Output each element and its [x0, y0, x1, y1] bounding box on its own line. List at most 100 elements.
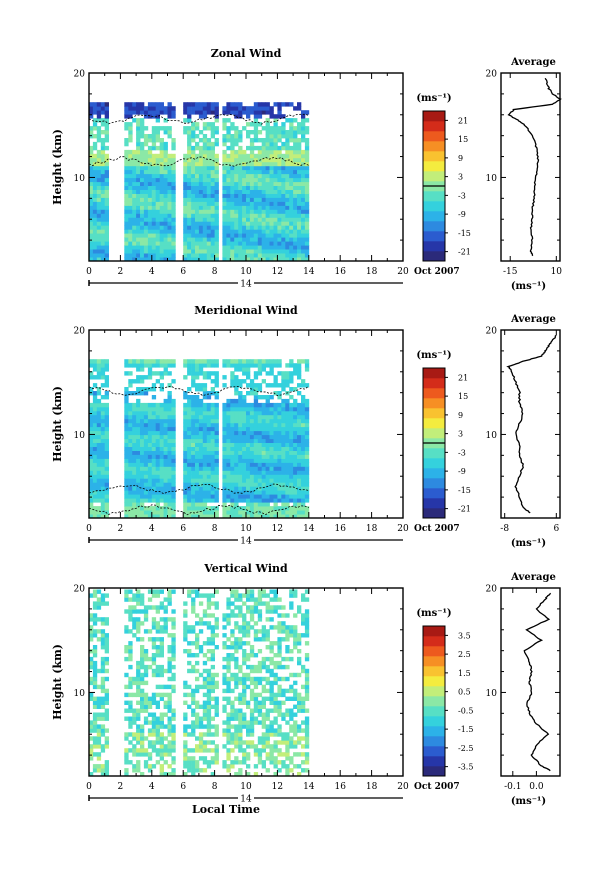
heatmap-cell	[187, 237, 192, 242]
heatmap-cell	[214, 249, 219, 254]
heatmap-cell	[92, 233, 98, 238]
heatmap-cell	[143, 656, 149, 662]
heatmap-cell	[257, 506, 263, 511]
heatmap-cell	[147, 470, 153, 475]
heatmap-cell	[202, 173, 208, 179]
heatmap-cell	[104, 466, 109, 471]
heatmap-cell	[151, 617, 157, 622]
heatmap-cell	[214, 379, 219, 384]
heatmap-cell	[246, 720, 251, 725]
heatmap-cell	[132, 249, 137, 254]
heatmap-cell	[226, 173, 231, 179]
heatmap-cell	[136, 760, 141, 765]
heatmap-cell	[124, 498, 129, 503]
heatmap-cell	[293, 510, 298, 515]
heatmap-cell	[151, 130, 157, 135]
heatmap-cell	[281, 375, 286, 380]
heatmap-cell	[136, 367, 141, 372]
heatmap-cell	[124, 189, 129, 194]
heatmap-cell	[132, 253, 137, 258]
heatmap-cell	[187, 442, 192, 447]
heatmap-cell	[273, 402, 278, 408]
heatmap-cell	[89, 664, 94, 670]
heatmap-cell	[155, 371, 160, 376]
heatmap-cell	[96, 422, 102, 428]
heatmap-cell	[214, 205, 219, 210]
heatmap-cell	[257, 217, 263, 222]
heatmap-cell	[297, 371, 302, 376]
heatmap-cell	[206, 462, 212, 467]
heatmap-cell	[89, 430, 94, 436]
heatmap-cell	[159, 217, 164, 222]
heatmap-cell	[238, 498, 243, 503]
heatmap-cell	[226, 740, 231, 745]
colorbar-tick-label: -15	[458, 229, 471, 238]
heatmap-cell	[277, 221, 282, 226]
heatmap-cell	[159, 402, 164, 408]
heatmap-cell	[285, 193, 290, 198]
heatmap-cell	[273, 732, 278, 737]
heatmap-cell	[265, 724, 270, 729]
heatmap-cell	[273, 720, 278, 725]
heatmap-cell	[206, 680, 212, 686]
heatmap-cell	[226, 748, 231, 753]
heatmap-cell	[210, 613, 215, 618]
heatmap-cell	[277, 462, 282, 467]
heatmap-cell	[128, 684, 133, 690]
heatmap-cell	[246, 181, 251, 186]
heatmap-cell	[202, 684, 208, 690]
heatmap-cell	[140, 106, 145, 111]
heatmap-cell	[136, 106, 141, 111]
heatmap-cell	[206, 446, 212, 451]
heatmap-cell	[147, 752, 153, 757]
heatmap-cell	[171, 205, 176, 210]
heatmap-cell	[198, 189, 204, 194]
heatmap-cell	[261, 744, 266, 749]
heatmap-cell	[132, 744, 137, 749]
heatmap-cell	[171, 165, 176, 171]
heatmap-cell	[198, 177, 204, 183]
heatmap-cell	[143, 217, 149, 222]
heatmap-cell	[132, 498, 137, 503]
heatmap-cell	[222, 633, 227, 638]
heatmap-cell	[136, 434, 141, 440]
heatmap-cell	[210, 149, 215, 155]
heatmap-cell	[89, 157, 94, 163]
heatmap-cell	[210, 637, 215, 642]
heatmap-cell	[206, 649, 212, 654]
heatmap-cell	[104, 406, 109, 412]
heatmap-cell	[261, 177, 266, 183]
heatmap-cell	[257, 130, 263, 135]
heatmap-cell	[89, 502, 94, 507]
heatmap-cell	[202, 161, 208, 167]
heatmap-cell	[151, 114, 157, 119]
heatmap-cell	[171, 241, 176, 246]
heatmap-cell	[301, 249, 306, 254]
heatmap-cell	[230, 506, 235, 511]
heatmap-cell	[104, 193, 109, 198]
heatmap-cell	[89, 613, 94, 618]
heatmap-cell	[198, 434, 204, 440]
heatmap-cell	[187, 764, 192, 769]
heatmap-cell	[132, 241, 137, 246]
heatmap-cell	[249, 253, 255, 258]
heatmap-cell	[132, 450, 137, 455]
heatmap-cell	[187, 185, 192, 190]
heatmap-cell	[140, 197, 145, 202]
heatmap-cell	[249, 205, 255, 210]
heatmap-cell	[171, 664, 176, 670]
heatmap-cell	[167, 209, 172, 214]
heatmap-cell	[304, 126, 310, 131]
heatmap-cell	[234, 110, 239, 115]
heatmap-cell	[195, 422, 200, 428]
heatmap-cell	[289, 130, 294, 135]
heatmap-cell	[301, 430, 306, 436]
heatmap-cell	[151, 672, 157, 678]
heatmap-cell	[265, 438, 270, 443]
heatmap-cell	[242, 442, 247, 447]
heatmap-cell	[304, 482, 310, 487]
heatmap-cell	[198, 502, 204, 507]
heatmap-cell	[301, 197, 306, 202]
heatmap-cell	[234, 482, 239, 487]
heatmap-cell	[187, 189, 192, 194]
